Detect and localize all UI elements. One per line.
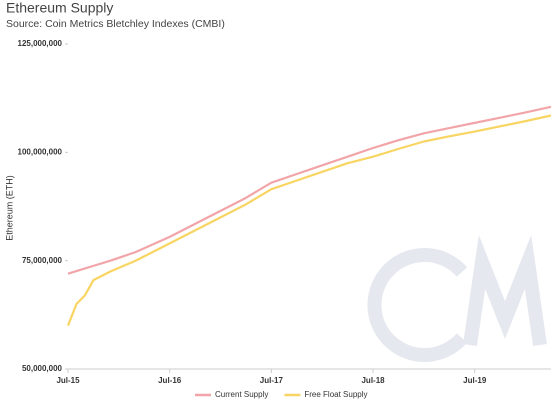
chart-title: Ethereum Supply — [6, 0, 113, 16]
x-tick-label: Jul-15 — [56, 376, 80, 385]
y-axis-label: Ethereum (ETH) — [4, 175, 14, 241]
y-tick-label: 75,000,000 — [22, 256, 63, 265]
chart-subtitle: Source: Coin Metrics Bletchley Indexes (… — [6, 18, 225, 30]
x-tick-label: Jul-18 — [361, 376, 385, 385]
y-tick-label: 50,000,000 — [22, 364, 63, 373]
x-tick-label: Jul-19 — [463, 376, 487, 385]
legend-label: Free Float Supply — [304, 390, 367, 399]
legend-label: Current Supply — [215, 390, 268, 399]
watermark-m — [463, 235, 547, 347]
watermark-c — [367, 248, 468, 362]
y-tick-label: 100,000,000 — [18, 147, 63, 156]
x-tick-label: Jul-16 — [158, 376, 182, 385]
y-tick-label: 125,000,000 — [18, 39, 63, 48]
watermark — [367, 235, 547, 362]
series-line — [67, 105, 552, 275]
x-tick-label: Jul-17 — [260, 376, 284, 385]
series-line — [66, 114, 552, 327]
